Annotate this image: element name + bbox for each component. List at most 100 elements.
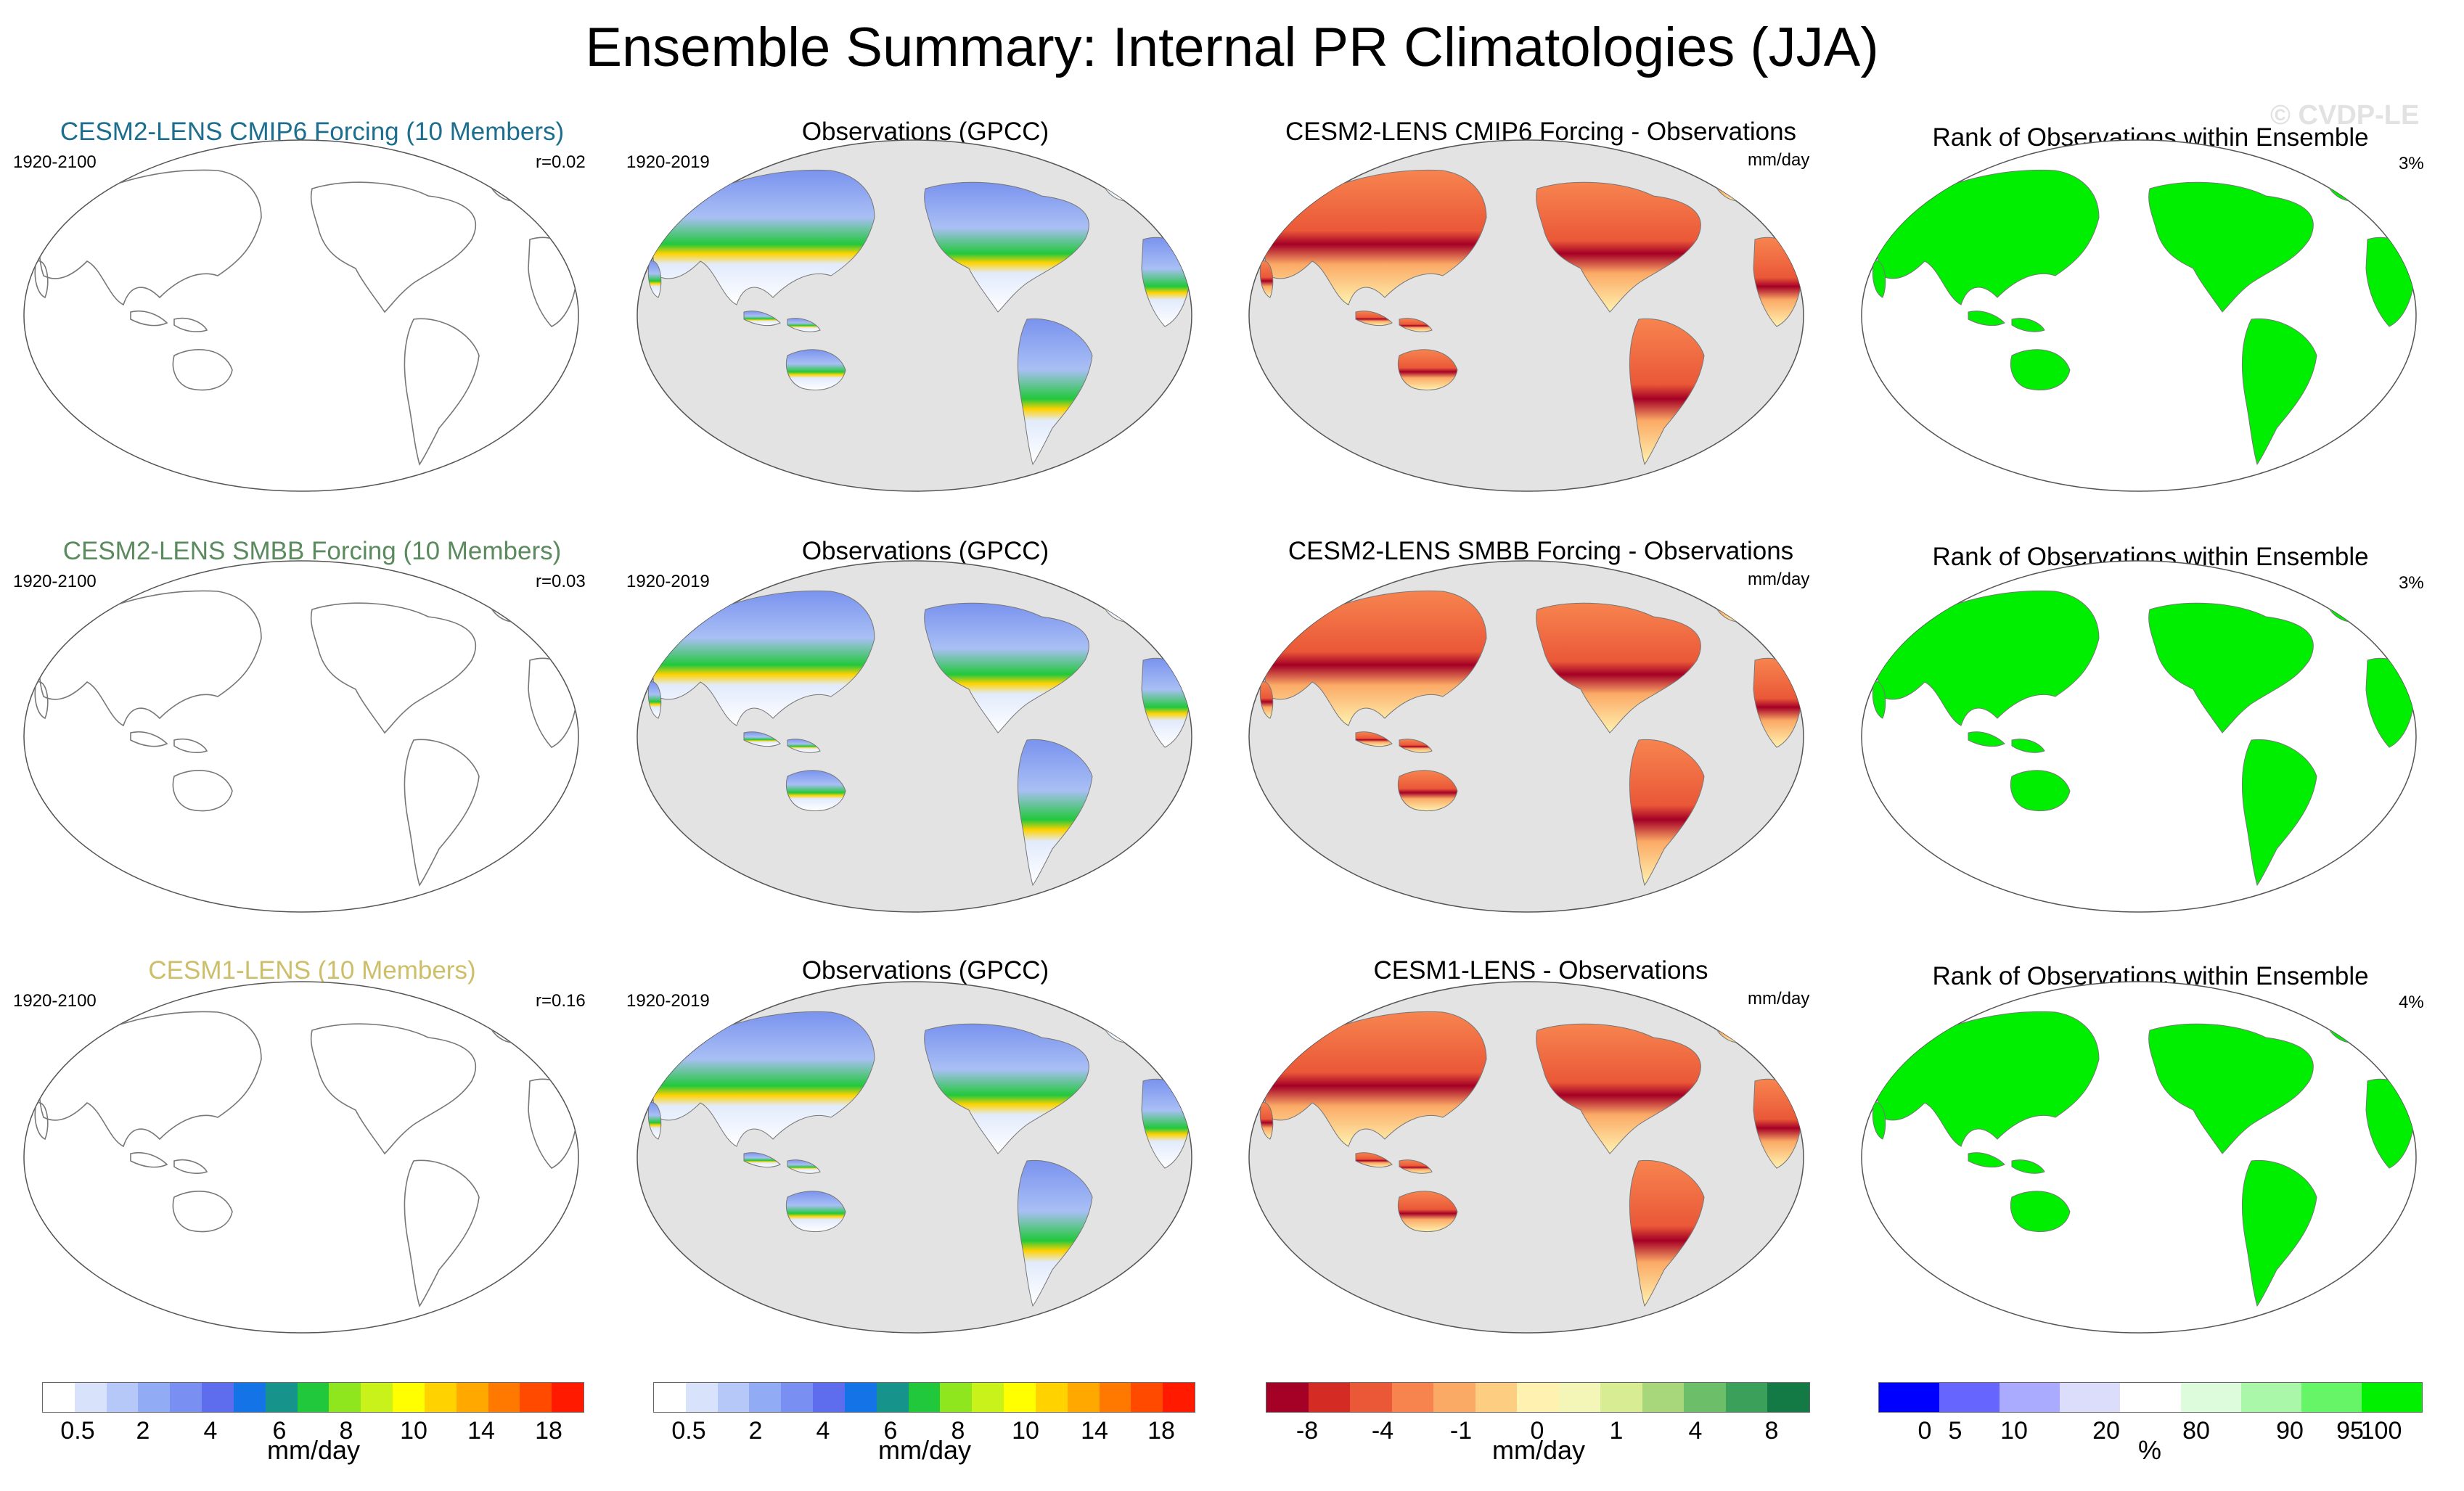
colorbar-swatch	[876, 1383, 909, 1412]
colorbar-swatch	[138, 1383, 171, 1412]
colorbar-swatch	[233, 1383, 266, 1412]
colorbar-swatch	[749, 1383, 782, 1412]
model-corr: r=0.16	[536, 991, 586, 1011]
colorbar-tick-label: 6	[272, 1417, 287, 1445]
obs-map	[635, 138, 1194, 493]
colorbar-swatch	[106, 1383, 139, 1412]
colorbar-swatch	[1266, 1383, 1309, 1412]
obs-map	[635, 559, 1194, 914]
model-corr: r=0.02	[536, 152, 586, 172]
colorbar-swatch	[170, 1383, 202, 1412]
colorbar-tick-label: -8	[1296, 1417, 1319, 1445]
obs-map	[635, 979, 1194, 1335]
rank-pct: 4%	[2399, 993, 2424, 1012]
obs-panel-title: Observations (GPCC)	[801, 956, 1049, 985]
watermark: © CVDP-LE	[2270, 100, 2420, 131]
colorbar-tick-label: 4	[816, 1417, 830, 1445]
colorbar-tick-label: 10	[1012, 1417, 1039, 1445]
colorbar-tick-label: 2	[136, 1417, 150, 1445]
colorbar-tick-label: 8	[1764, 1417, 1779, 1445]
colorbar-swatch	[1879, 1383, 1940, 1412]
colorbar-tick-label: 0	[1530, 1417, 1544, 1445]
colorbar-tick-label: 20	[2092, 1417, 2120, 1445]
colorbar-tick-label: 10	[400, 1417, 427, 1445]
colorbar-swatch	[2240, 1383, 2301, 1412]
colorbar-unit: mm/day	[266, 1435, 361, 1465]
rank-map	[1859, 559, 2418, 914]
colorbar-tick-label: -1	[1449, 1417, 1473, 1445]
model-years: 1920-2100	[13, 991, 97, 1011]
colorbar-swatch	[2060, 1383, 2121, 1412]
colorbar-tick-label: 8	[339, 1417, 353, 1445]
diff-unit: mm/day	[1748, 989, 1810, 1009]
colorbar-tick-label: 2	[748, 1417, 763, 1445]
colorbar-swatch	[1725, 1383, 1768, 1412]
colorbar-swatch	[520, 1383, 552, 1412]
colorbar-tick-label: 0.5	[60, 1417, 95, 1445]
colorbar-tick-label: 18	[1147, 1417, 1175, 1445]
diff-unit: mm/day	[1748, 150, 1810, 170]
colorbar-swatch	[329, 1383, 361, 1412]
colorbar-swatch	[1684, 1383, 1726, 1412]
main-title: Ensemble Summary: Internal PR Climatolog…	[585, 17, 1879, 78]
colorbar-swatch	[1391, 1383, 1434, 1412]
model-panel-title: CESM1-LENS (10 Members)	[148, 956, 476, 985]
diff-panel-title: CESM2-LENS SMBB Forcing - Observations	[1288, 537, 1794, 565]
colorbar-swatch	[1642, 1383, 1685, 1412]
colorbar-swatch	[393, 1383, 425, 1412]
colorbar-swatch	[202, 1383, 234, 1412]
colorbar-swatch	[1004, 1383, 1036, 1412]
colorbar-swatch	[908, 1383, 941, 1412]
colorbar-tick-label: 4	[203, 1417, 218, 1445]
colorbar-swatch	[717, 1383, 750, 1412]
colorbar-swatch	[1558, 1383, 1601, 1412]
colorbar-unit: mm/day	[1491, 1435, 1586, 1465]
colorbar-tick-label: 80	[2182, 1417, 2210, 1445]
colorbar-swatch	[43, 1383, 75, 1412]
colorbar-swatch	[74, 1383, 107, 1412]
colorbar-tick-label: 14	[1081, 1417, 1108, 1445]
colorbar-tick-label: 18	[535, 1417, 562, 1445]
colorbar-swatch	[1939, 1383, 2000, 1412]
model-years: 1920-2100	[13, 152, 97, 172]
model-corr: r=0.03	[536, 572, 586, 591]
colorbar-swatch	[552, 1383, 584, 1412]
colorbar-tick-label: 95	[2336, 1417, 2364, 1445]
diff-unit: mm/day	[1748, 570, 1810, 589]
colorbar-rank	[1878, 1382, 2423, 1413]
colorbar-tick-label: 8	[951, 1417, 965, 1445]
colorbar-tick-label: 0.5	[671, 1417, 706, 1445]
colorbar-precip-model	[42, 1382, 584, 1413]
diff-panel-title: CESM1-LENS - Observations	[1373, 956, 1708, 985]
colorbar-unit: %	[2137, 1435, 2162, 1465]
colorbar-swatch	[1035, 1383, 1068, 1412]
colorbar-swatch	[2000, 1383, 2060, 1412]
colorbar-tick-label: 90	[2276, 1417, 2304, 1445]
colorbar-tick-label: 4	[1688, 1417, 1703, 1445]
colorbar-swatch	[1163, 1383, 1195, 1412]
model-map	[22, 979, 581, 1335]
colorbar-difference	[1266, 1382, 1810, 1413]
colorbar-tick-label: 10	[2000, 1417, 2028, 1445]
rank-map	[1859, 138, 2418, 493]
colorbar-swatch	[297, 1383, 330, 1412]
colorbar-tick-label: 0	[1917, 1417, 1932, 1445]
colorbar-swatch	[654, 1383, 686, 1412]
colorbar-precip-obs	[653, 1382, 1195, 1413]
model-map	[22, 559, 581, 914]
model-years: 1920-2100	[13, 572, 97, 591]
colorbar-swatch	[1433, 1383, 1475, 1412]
colorbar-swatch	[781, 1383, 814, 1412]
colorbar-swatch	[424, 1383, 457, 1412]
diff-map	[1247, 559, 1806, 914]
colorbar-tick-label: 14	[467, 1417, 495, 1445]
colorbar-tick-label: 6	[883, 1417, 898, 1445]
obs-years: 1920-2019	[626, 572, 710, 591]
colorbar-swatch	[1308, 1383, 1351, 1412]
obs-years: 1920-2019	[626, 991, 710, 1011]
colorbar-swatch	[2361, 1383, 2422, 1412]
rank-pct: 3%	[2399, 573, 2424, 593]
model-map	[22, 138, 581, 493]
colorbar-swatch	[2301, 1383, 2362, 1412]
colorbar-swatch	[1600, 1383, 1642, 1412]
